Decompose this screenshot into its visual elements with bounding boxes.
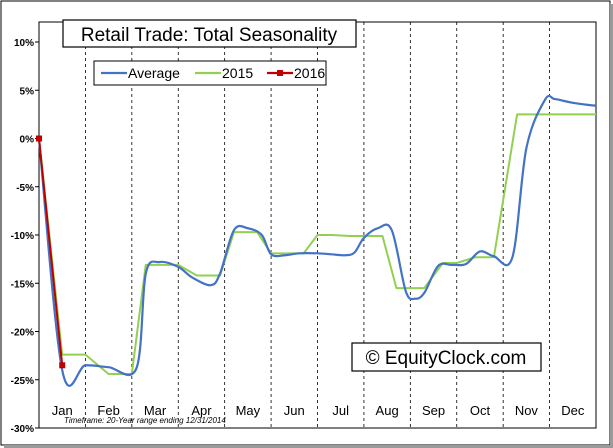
y-tick-label: 5%	[20, 86, 35, 97]
y-tick-label: -20%	[11, 328, 34, 339]
x-tick-label-jun: Jun	[284, 403, 305, 418]
y-tick-label: -15%	[11, 279, 34, 290]
timeframe-footnote: Timeframe: 20-Year range ending 12/31/20…	[64, 416, 226, 425]
y-tick-label: -30%	[11, 424, 34, 435]
y-tick-label: 10%	[14, 38, 34, 49]
x-tick-label-aug: Aug	[376, 403, 399, 418]
x-tick-label-jul: Jul	[332, 403, 349, 418]
frame-shadow-right	[610, 4, 613, 448]
watermark-text: © EquityClock.com	[366, 348, 527, 369]
y-tick-label: -5%	[16, 183, 34, 194]
series-line-average	[37, 94, 597, 387]
chart-title: Retail Trade: Total Seasonality	[81, 25, 338, 46]
series-2016-point-1	[59, 362, 66, 369]
x-tick-label-dec: Dec	[561, 403, 585, 418]
legend-label-2015: 2015	[222, 65, 253, 81]
x-tick-label-mar: Mar	[144, 403, 167, 418]
series-2016-point-0	[36, 135, 42, 142]
series-line-2015	[38, 113, 596, 375]
x-tick-label-feb: Feb	[97, 403, 119, 418]
y-tick-label: -25%	[11, 376, 34, 387]
x-axis: Jan Feb Mar Apr May Jun Jul Aug Sep Oct Nov Dec	[52, 403, 585, 418]
x-tick-label-oct: Oct	[470, 403, 491, 418]
legend-label-2016: 2016	[294, 65, 325, 81]
x-tick-label-may: May	[236, 403, 261, 418]
y-axis: 10% 5% 0% -5% -10% -15% -20% -25% -30%	[11, 38, 39, 435]
x-tick-label-jan: Jan	[52, 403, 73, 418]
watermark-box	[351, 342, 542, 372]
y-tick-label: -10%	[11, 231, 34, 242]
series-line-2016	[38, 138, 64, 366]
x-tick-label-apr: Apr	[191, 403, 212, 418]
x-tick-label-sep: Sep	[422, 403, 445, 418]
title-box	[62, 19, 357, 48]
frame-shadow-bottom	[4, 445, 613, 448]
legend: Average 2015 2016	[93, 60, 327, 86]
legend-label-average: Average	[128, 65, 180, 81]
y-tick-label: 0%	[20, 135, 35, 146]
series-layer	[36, 94, 597, 387]
x-tick-label-nov: Nov	[515, 403, 539, 418]
legend-marker-2016	[277, 70, 283, 76]
